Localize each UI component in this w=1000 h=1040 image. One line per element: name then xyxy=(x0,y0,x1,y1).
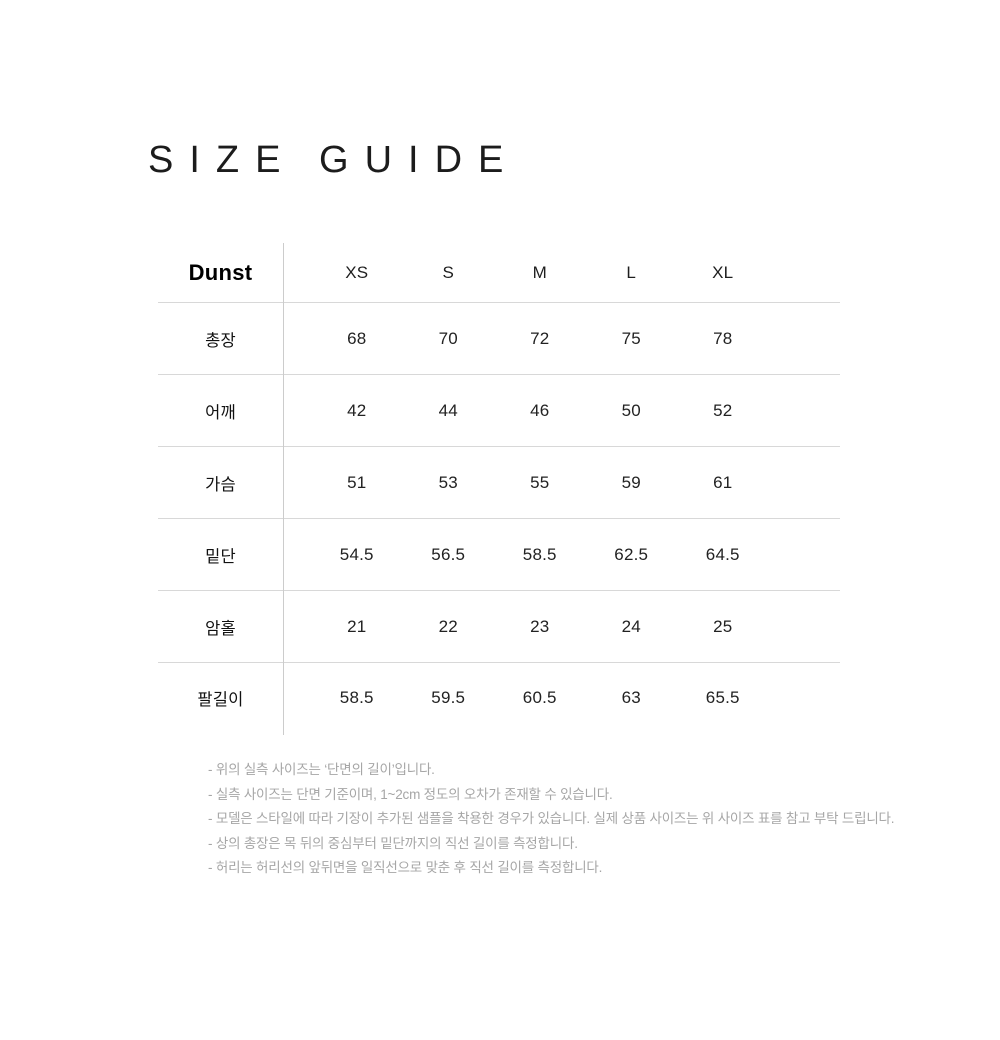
table-vertical-divider xyxy=(283,243,284,735)
value-cell: 59.5 xyxy=(431,688,466,707)
value-cell: 23 xyxy=(530,616,550,636)
value-cell: 64.5 xyxy=(705,544,740,564)
value-cell: 46 xyxy=(530,400,550,420)
value-cell: 63 xyxy=(621,688,641,707)
note-waist: - 허리는 허리선의 앞뒤면을 일직선으로 맞춘 후 직선 길이를 측정합니다. xyxy=(208,860,603,875)
value-cell: 62.5 xyxy=(614,544,649,564)
value-cell: 51 xyxy=(347,472,367,492)
value-cell: 58.5 xyxy=(339,688,374,707)
value-cell: 68 xyxy=(347,328,367,348)
value-cell: 21 xyxy=(347,616,367,636)
size-table: Dunst XS S M L XL 총장 68 70 72 75 78 어깨 4… xyxy=(158,243,840,733)
column-header-l: L xyxy=(626,262,637,282)
value-cell: 78 xyxy=(713,328,733,348)
value-cell: 42 xyxy=(347,400,367,420)
value-cell: 75 xyxy=(621,328,641,348)
note-model-sample: - 모델은 스타일에 따라 기장이 추가된 샘플을 착용한 경우가 있습니다. … xyxy=(208,811,895,826)
note-tolerance: - 실측 사이즈는 단면 기준이며, 1~2cm 정도의 오차가 존재할 수 있… xyxy=(208,786,613,802)
row-label: 어깨 xyxy=(205,403,236,422)
value-cell: 24 xyxy=(621,616,641,636)
brand-cell: Dunst xyxy=(188,259,253,285)
value-cell: 56.5 xyxy=(431,544,466,564)
value-cell: 65.5 xyxy=(705,688,740,707)
note-measure-basis: - 위의 실측 사이즈는 ‘단면의 길이’입니다. xyxy=(208,762,435,777)
column-header-xl: XL xyxy=(712,262,734,282)
column-header-s: S xyxy=(442,262,455,282)
value-cell: 55 xyxy=(530,472,550,492)
value-cell: 54.5 xyxy=(339,544,374,564)
table-row-shoulder: 어깨 42 44 46 50 52 xyxy=(158,375,840,447)
row-label: 팔길이 xyxy=(197,691,244,709)
table-row-chest: 가슴 51 53 55 59 61 xyxy=(158,447,840,519)
value-cell: 59 xyxy=(621,472,641,492)
value-cell: 44 xyxy=(438,400,458,420)
table-header-row: Dunst XS S M L XL xyxy=(158,243,840,303)
note-total-length: - 상의 총장은 목 뒤의 중심부터 밑단까지의 직선 길이를 측정합니다. xyxy=(208,835,578,851)
table-row-hem: 밑단 54.5 56.5 58.5 62.5 64.5 xyxy=(158,519,840,591)
value-cell: 53 xyxy=(438,472,458,492)
table-row-total-length: 총장 68 70 72 75 78 xyxy=(158,303,840,375)
value-cell: 25 xyxy=(713,616,733,636)
table-row-sleeve-length: 팔길이 58.5 59.5 60.5 63 65.5 xyxy=(158,663,840,733)
column-header-xs: XS xyxy=(345,262,369,282)
value-cell: 60.5 xyxy=(522,688,557,707)
row-label: 총장 xyxy=(205,331,236,350)
row-label: 암홀 xyxy=(205,619,236,638)
value-cell: 70 xyxy=(438,328,458,348)
size-notes: - 위의 실측 사이즈는 ‘단면의 길이’입니다. - 실측 사이즈는 단면 기… xyxy=(208,758,895,881)
table-row-armhole: 암홀 21 22 23 24 25 xyxy=(158,591,840,663)
page-title: SIZE GUIDE xyxy=(148,139,520,181)
value-cell: 61 xyxy=(713,472,733,492)
row-label: 가슴 xyxy=(205,475,236,494)
column-header-m: M xyxy=(532,262,547,282)
value-cell: 52 xyxy=(713,400,733,420)
row-label: 밑단 xyxy=(205,547,236,566)
value-cell: 50 xyxy=(621,400,641,420)
value-cell: 22 xyxy=(438,616,458,636)
value-cell: 58.5 xyxy=(522,544,557,564)
value-cell: 72 xyxy=(530,328,550,348)
